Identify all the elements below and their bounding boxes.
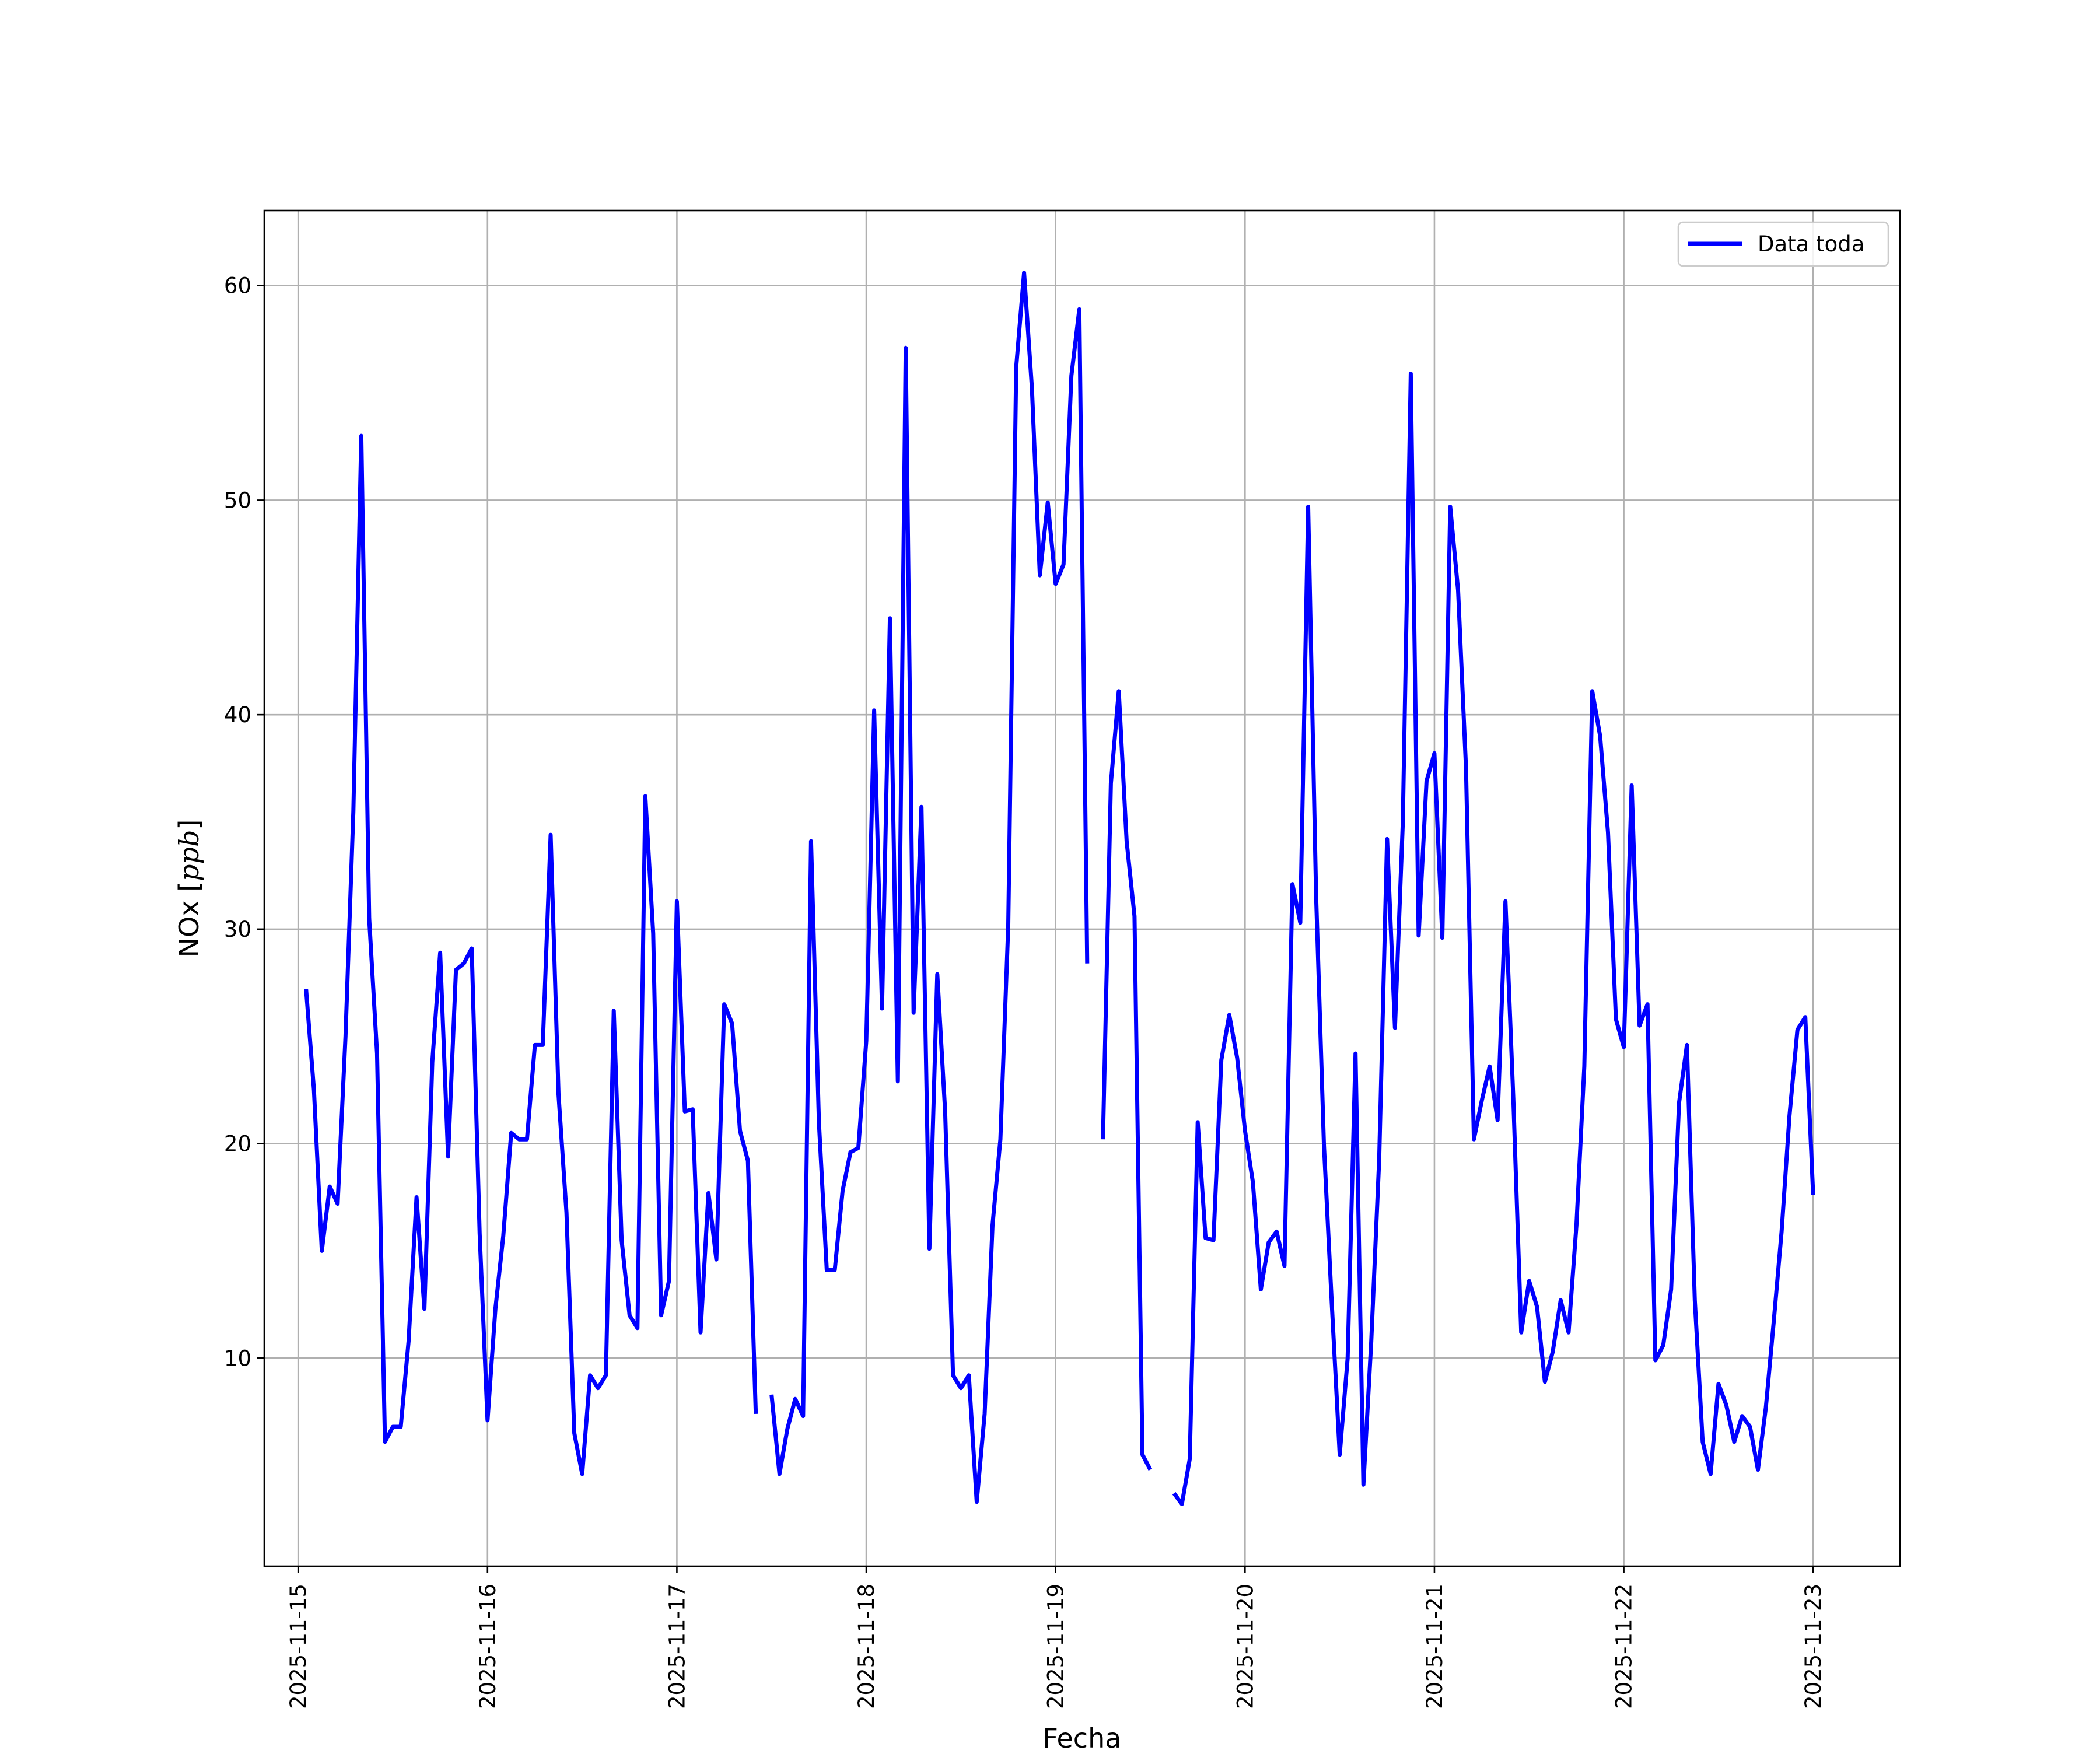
x-tick-label: 2025-11-18 bbox=[854, 1584, 879, 1709]
x-tick-label: 2025-11-20 bbox=[1233, 1584, 1258, 1709]
plot-frame bbox=[263, 209, 1901, 1567]
series-line-data-toda-segment-4 bbox=[1172, 372, 1815, 1506]
y-tick-label: 20 bbox=[224, 1132, 251, 1157]
y-tick-label: 60 bbox=[224, 274, 251, 299]
y-axis-label: NOx [ppb] bbox=[173, 820, 205, 958]
x-tick-label: 2025-11-21 bbox=[1422, 1584, 1447, 1709]
x-tick-label: 2025-11-19 bbox=[1044, 1584, 1069, 1709]
series-line-data-toda-segment-1 bbox=[304, 433, 758, 1476]
x-tick-label: 2025-11-15 bbox=[286, 1584, 311, 1709]
y-tick-label: 30 bbox=[224, 917, 251, 942]
series-line-data-toda-segment-2 bbox=[769, 271, 1090, 1504]
legend-box bbox=[1677, 221, 1889, 267]
y-tick-label: 50 bbox=[224, 488, 251, 513]
y-axis-label-variable: NOx bbox=[173, 892, 205, 957]
ticks: 2025-11-15 2025-11-16 2025-11-17 2025-11-18… bbox=[224, 274, 1826, 1709]
y-axis-label-unit: ppb bbox=[173, 830, 205, 881]
x-tick-label: 2025-11-23 bbox=[1801, 1584, 1826, 1709]
x-tick-label: 2025-11-22 bbox=[1612, 1584, 1637, 1709]
y-axis-label-bracket-open: [ bbox=[173, 881, 205, 892]
legend: Data toda bbox=[1677, 221, 1889, 267]
legend-label-data-toda: Data toda bbox=[1758, 232, 1864, 257]
y-axis-label-bracket-close: ] bbox=[173, 820, 205, 830]
x-tick-label: 2025-11-17 bbox=[664, 1584, 690, 1709]
x-tick-label: 2025-11-16 bbox=[475, 1584, 501, 1709]
series-layer bbox=[304, 271, 1815, 1506]
x-axis-label: Fecha bbox=[1043, 1723, 1122, 1750]
grid bbox=[264, 211, 1900, 1566]
series-line-data-toda-segment-3 bbox=[1101, 689, 1153, 1471]
y-tick-label: 10 bbox=[224, 1346, 251, 1371]
y-tick-label: 40 bbox=[224, 702, 251, 727]
